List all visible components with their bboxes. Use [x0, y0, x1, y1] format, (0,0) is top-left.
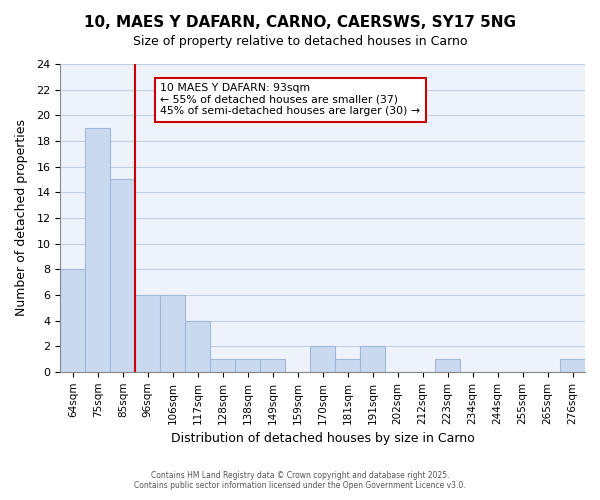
Bar — [61, 269, 85, 372]
Bar — [260, 359, 285, 372]
Bar — [135, 295, 160, 372]
Bar — [110, 180, 135, 372]
Bar — [85, 128, 110, 372]
Bar — [360, 346, 385, 372]
Bar — [335, 359, 360, 372]
X-axis label: Distribution of detached houses by size in Carno: Distribution of detached houses by size … — [171, 432, 475, 445]
Y-axis label: Number of detached properties: Number of detached properties — [15, 120, 28, 316]
Bar — [185, 320, 210, 372]
Bar — [435, 359, 460, 372]
Text: Contains HM Land Registry data © Crown copyright and database right 2025.
Contai: Contains HM Land Registry data © Crown c… — [134, 470, 466, 490]
Bar — [210, 359, 235, 372]
Bar — [235, 359, 260, 372]
Text: Size of property relative to detached houses in Carno: Size of property relative to detached ho… — [133, 35, 467, 48]
Text: 10 MAES Y DAFARN: 93sqm
← 55% of detached houses are smaller (37)
45% of semi-de: 10 MAES Y DAFARN: 93sqm ← 55% of detache… — [160, 83, 420, 116]
Bar — [560, 359, 585, 372]
Text: 10, MAES Y DAFARN, CARNO, CAERSWS, SY17 5NG: 10, MAES Y DAFARN, CARNO, CAERSWS, SY17 … — [84, 15, 516, 30]
Bar — [310, 346, 335, 372]
Bar — [160, 295, 185, 372]
